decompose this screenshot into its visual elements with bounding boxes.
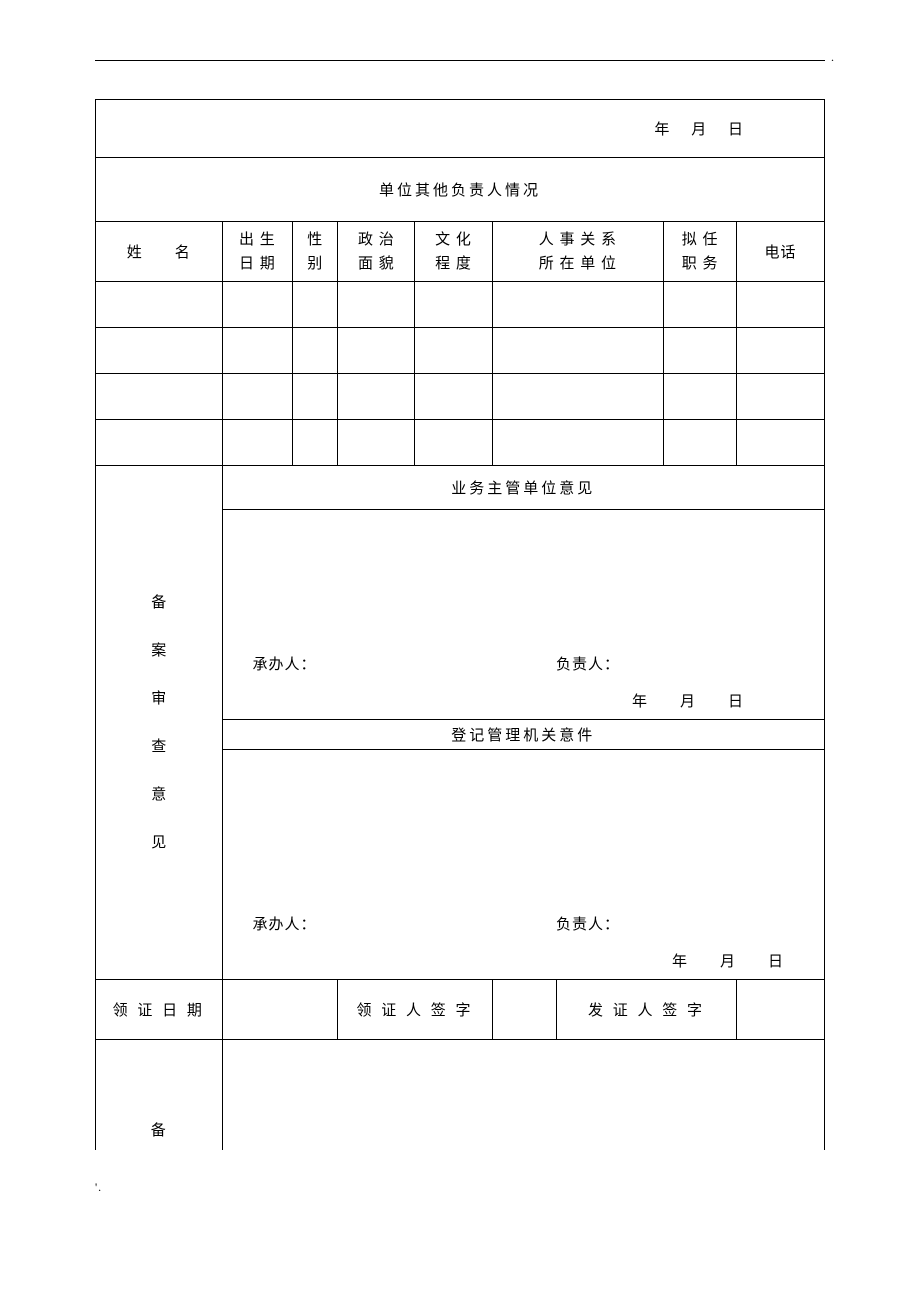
cert-issue-value [737, 980, 825, 1040]
cert-recv-label: 领 证 人 签 字 [338, 980, 492, 1040]
hdr-dob: 出 生 日 期 [222, 222, 293, 282]
hdr-pol: 政 治 面 貌 [338, 222, 415, 282]
cell [222, 420, 293, 466]
cell [492, 420, 664, 466]
cell [664, 374, 737, 420]
top-date-row: 年 月 日 [96, 100, 825, 158]
hdr-post: 拟 任 职 务 [664, 222, 737, 282]
cell [338, 282, 415, 328]
form-table: 年 月 日 单位其他负责人情况 姓 名 出 生 日 期 性 别 政 治 面 貌 … [95, 99, 825, 1150]
footer-mark: '. [95, 1180, 825, 1195]
hdr-sex-l2: 别 [307, 256, 323, 272]
cell [664, 282, 737, 328]
cert-date-value [222, 980, 338, 1040]
cert-issue-label: 发 证 人 签 字 [556, 980, 736, 1040]
top-day-label: 日 [728, 122, 744, 138]
hdr-hr-l1: 人 事 关 系 [539, 232, 617, 248]
cell [737, 328, 825, 374]
hdr-edu: 文 化 程 度 [415, 222, 492, 282]
hdr-edu-l1: 文 化 [435, 232, 472, 248]
opinion1-sig-line: 承办人： 负责人： [223, 653, 825, 680]
hdr-post-l2: 职 务 [682, 256, 719, 272]
hdr-dob-l2: 日 期 [239, 256, 276, 272]
review-l5: 意 [151, 787, 166, 803]
cell [492, 282, 664, 328]
opinion1-chief-label: 负责人： [556, 657, 620, 673]
top-year-label: 年 [654, 122, 670, 138]
opinion1-handler-label: 承办人： [253, 657, 317, 673]
hdr-name: 姓 名 [96, 222, 223, 282]
review-l6: 见 [151, 835, 166, 851]
opinion1-title: 业务主管单位意见 [222, 466, 825, 510]
hdr-sex-l1: 性 [307, 232, 323, 248]
cell [415, 282, 492, 328]
opinion1-title-row: 备 案 审 查 意 见 业务主管单位意见 [96, 466, 825, 510]
hdr-hr: 人 事 关 系 所 在 单 位 [492, 222, 664, 282]
cell [415, 328, 492, 374]
cell [737, 374, 825, 420]
form-container: 年 月 日 单位其他负责人情况 姓 名 出 生 日 期 性 别 政 治 面 貌 … [95, 99, 825, 1150]
bei-label: 备 [96, 1040, 223, 1150]
cell [96, 282, 223, 328]
cell [664, 328, 737, 374]
cell [737, 282, 825, 328]
cell [293, 420, 338, 466]
cell [338, 328, 415, 374]
hdr-pol-l1: 政 治 [358, 232, 395, 248]
cell [222, 374, 293, 420]
opinion1-date: 年 月 日 [223, 680, 825, 719]
hdr-tel: 电话 [737, 222, 825, 282]
cell [492, 328, 664, 374]
hdr-hr-l2: 所 在 单 位 [539, 256, 617, 272]
cell [737, 420, 825, 466]
cell [222, 282, 293, 328]
review-l2: 案 [151, 643, 166, 659]
review-label-cell: 备 案 审 查 意 见 [96, 466, 223, 980]
opinion2-date: 年 月 日 [223, 940, 825, 979]
header-row: 姓 名 出 生 日 期 性 别 政 治 面 貌 文 化 程 度 人 事 关 系 … [96, 222, 825, 282]
bei-row: 备 [96, 1040, 825, 1150]
data-row [96, 282, 825, 328]
hdr-edu-l2: 程 度 [435, 256, 472, 272]
hdr-pol-l2: 面 貌 [358, 256, 395, 272]
review-l3: 审 [151, 691, 166, 707]
header-rule [95, 60, 825, 61]
opinion1-body: 承办人： 负责人： 年 月 日 [222, 510, 825, 720]
opinion2-body: 承办人： 负责人： 年 月 日 [222, 750, 825, 980]
cert-row: 领 证 日 期 领 证 人 签 字 发 证 人 签 字 [96, 980, 825, 1040]
data-row [96, 420, 825, 466]
cell [293, 374, 338, 420]
cell [96, 374, 223, 420]
cell [492, 374, 664, 420]
opinion2-title: 登记管理机关意件 [222, 720, 825, 750]
cell [222, 328, 293, 374]
hdr-dob-l1: 出 生 [239, 232, 276, 248]
cell [415, 420, 492, 466]
top-month-label: 月 [691, 122, 707, 138]
review-l1: 备 [151, 595, 166, 611]
cell [338, 374, 415, 420]
cert-recv-value [492, 980, 556, 1040]
opinion2-handler-label: 承办人： [253, 917, 317, 933]
cell [664, 420, 737, 466]
data-row [96, 328, 825, 374]
section1-title-row: 单位其他负责人情况 [96, 158, 825, 222]
review-l4: 查 [151, 739, 166, 755]
opinion2-chief-label: 负责人： [556, 917, 620, 933]
cert-date-label: 领 证 日 期 [96, 980, 223, 1040]
cell [338, 420, 415, 466]
hdr-sex: 性 别 [293, 222, 338, 282]
bei-content [222, 1040, 825, 1150]
top-date-cell: 年 月 日 [96, 100, 825, 158]
hdr-post-l1: 拟 任 [682, 232, 719, 248]
cell [293, 328, 338, 374]
section1-title: 单位其他负责人情况 [96, 158, 825, 222]
opinion2-sig-line: 承办人： 负责人： [223, 913, 825, 940]
cell [96, 328, 223, 374]
data-row [96, 374, 825, 420]
cell [415, 374, 492, 420]
cell [96, 420, 223, 466]
cell [293, 282, 338, 328]
